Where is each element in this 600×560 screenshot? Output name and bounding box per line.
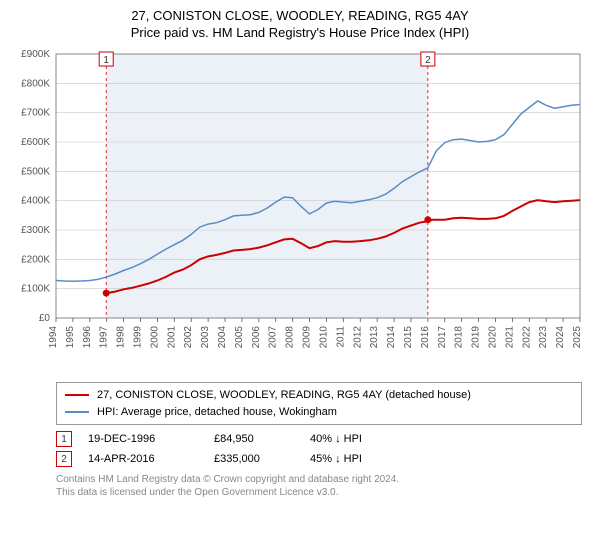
- svg-text:1999: 1999: [133, 326, 144, 349]
- svg-text:2012: 2012: [352, 326, 363, 349]
- price-chart: £0 £100K £200K £300K £400K £500K £600K £700K £80…: [8, 46, 588, 376]
- chart-container: £0 £100K £200K £300K £400K £500K £600K £700K £80…: [8, 46, 592, 376]
- svg-text:2005: 2005: [234, 326, 245, 349]
- svg-text:£800K: £800K: [21, 78, 50, 89]
- sale-date: 14-APR-2016: [88, 453, 198, 465]
- svg-text:2: 2: [425, 55, 431, 66]
- svg-text:2025: 2025: [572, 326, 583, 349]
- legend-item: HPI: Average price, detached house, Woki…: [65, 404, 573, 421]
- sale-marker-badge: 1: [56, 431, 72, 447]
- svg-text:2011: 2011: [335, 326, 346, 348]
- sale-delta: 45% ↓ HPI: [310, 453, 400, 465]
- legend-swatch: [65, 394, 89, 396]
- svg-text:2000: 2000: [149, 326, 160, 349]
- svg-text:2023: 2023: [538, 326, 549, 349]
- svg-text:1994: 1994: [48, 326, 59, 349]
- sale-row: 2 14-APR-2016 £335,000 45% ↓ HPI: [56, 449, 582, 469]
- svg-text:1998: 1998: [116, 326, 127, 349]
- svg-text:£700K: £700K: [21, 108, 50, 119]
- svg-text:1: 1: [103, 55, 109, 66]
- svg-text:2014: 2014: [386, 326, 397, 349]
- svg-text:2010: 2010: [318, 326, 329, 349]
- svg-text:2006: 2006: [251, 326, 262, 349]
- svg-text:1997: 1997: [99, 326, 110, 349]
- svg-text:2017: 2017: [437, 326, 448, 349]
- svg-text:2021: 2021: [504, 326, 515, 349]
- svg-text:£300K: £300K: [21, 225, 50, 236]
- footer-attribution: Contains HM Land Registry data © Crown c…: [56, 473, 582, 499]
- svg-text:£0: £0: [39, 313, 51, 324]
- svg-text:1995: 1995: [65, 326, 76, 349]
- svg-text:2024: 2024: [555, 326, 566, 349]
- sale-price: £84,950: [214, 433, 294, 445]
- sale-price: £335,000: [214, 453, 294, 465]
- svg-text:£600K: £600K: [21, 137, 50, 148]
- svg-text:£900K: £900K: [21, 49, 50, 60]
- footer-line-2: This data is licensed under the Open Gov…: [56, 486, 582, 499]
- svg-text:2008: 2008: [285, 326, 296, 349]
- chart-subtitle: Price paid vs. HM Land Registry's House …: [8, 25, 592, 40]
- svg-text:2020: 2020: [487, 326, 498, 349]
- sale-marker-badge: 2: [56, 451, 72, 467]
- svg-text:1996: 1996: [82, 326, 93, 349]
- svg-text:2002: 2002: [183, 326, 194, 349]
- svg-text:2001: 2001: [166, 326, 177, 349]
- legend-label: HPI: Average price, detached house, Woki…: [97, 404, 337, 421]
- legend-item: 27, CONISTON CLOSE, WOODLEY, READING, RG…: [65, 387, 573, 404]
- footer-line-1: Contains HM Land Registry data © Crown c…: [56, 473, 582, 486]
- legend: 27, CONISTON CLOSE, WOODLEY, READING, RG…: [56, 382, 582, 425]
- svg-text:2019: 2019: [471, 326, 482, 349]
- legend-swatch: [65, 411, 89, 413]
- svg-text:£400K: £400K: [21, 196, 50, 207]
- svg-text:2015: 2015: [403, 326, 414, 349]
- sale-delta: 40% ↓ HPI: [310, 433, 400, 445]
- sales-table: 1 19-DEC-1996 £84,950 40% ↓ HPI 2 14-APR-2016…: [56, 429, 582, 469]
- svg-text:2003: 2003: [200, 326, 211, 349]
- chart-title-address: 27, CONISTON CLOSE, WOODLEY, READING, RG…: [8, 8, 592, 23]
- svg-text:2007: 2007: [268, 326, 279, 349]
- svg-text:2004: 2004: [217, 326, 228, 349]
- sale-row: 1 19-DEC-1996 £84,950 40% ↓ HPI: [56, 429, 582, 449]
- svg-text:2016: 2016: [420, 326, 431, 349]
- svg-text:2022: 2022: [521, 326, 532, 349]
- svg-text:£500K: £500K: [21, 166, 50, 177]
- svg-text:£200K: £200K: [21, 254, 50, 265]
- sale-date: 19-DEC-1996: [88, 433, 198, 445]
- svg-text:2013: 2013: [369, 326, 380, 349]
- svg-text:£100K: £100K: [21, 284, 50, 295]
- legend-label: 27, CONISTON CLOSE, WOODLEY, READING, RG…: [97, 387, 471, 404]
- svg-text:2009: 2009: [302, 326, 313, 349]
- svg-text:2018: 2018: [454, 326, 465, 349]
